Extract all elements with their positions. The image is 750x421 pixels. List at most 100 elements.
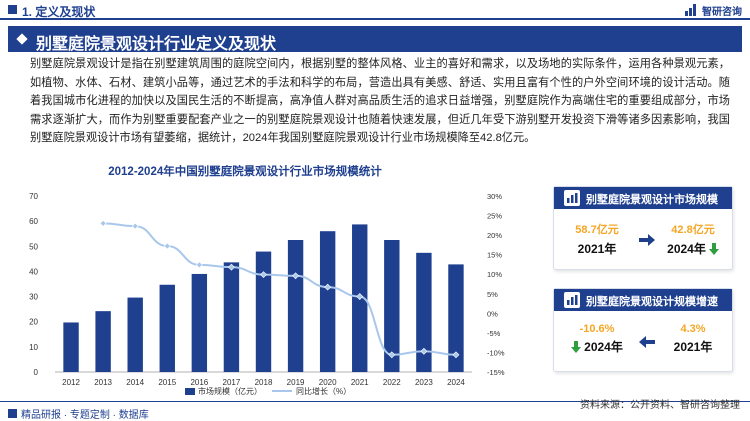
x-tick-label: 2014 [126,378,144,387]
x-tick-label: 2020 [319,378,337,387]
bar-2020 [319,231,336,372]
y-left-tick-label: 30 [29,293,38,302]
growth-point-2019 [292,272,300,280]
y-right-tick-label: -15% [487,368,505,377]
x-tick-label: 2017 [223,378,241,387]
card-title: 别墅庭院景观设计市场规模 [586,194,718,206]
bar-chart-icon [564,292,580,308]
card-left-value: 58.7亿元 [575,224,619,236]
intro-paragraph: 别墅庭院景观设计是指在别墅建筑周围的庭院空间内，根据别墅的整体风格、业主的喜好和… [30,58,730,145]
footer-left-text: 精品研报 · 专题定制 · 数据库 [21,410,149,421]
y-left-tick-label: 20 [29,318,38,327]
bar-2013 [95,311,111,372]
legend-bar-label: 市场规模（亿元） [198,386,262,396]
legend-bar-swatch [185,388,195,395]
growth-point-2014 [131,222,139,230]
top-divider [0,18,750,20]
logo-text: 智研咨询 [702,6,742,18]
chart-title: 2012-2024年中国别墅庭院景观设计行业市场规模统计 [108,164,382,178]
growth-point-2016 [195,261,203,269]
y-right-tick-label: 20% [487,231,502,240]
diamond-icon [16,33,28,45]
y-left-tick-label: 60 [29,217,38,226]
card-right-value: 4.3% [680,323,706,335]
chevron-right-icon [638,233,656,247]
card-right-year: 2024年 [667,242,706,256]
top-bar: 1. 定义及现状 智研咨询 [0,0,750,20]
market-size-chart: 2012-2024年中国别墅庭院景观设计行业市场规模统计 0 10 20 30 40 50 6… [29,164,505,396]
source-note: 资料来源：公开资料、智研咨询整理 [580,400,740,411]
card-left-year: 2021年 [577,242,617,256]
chevron-left-icon [638,335,656,349]
title-banner: 别墅庭院景观设计行业定义及现状 [8,26,742,53]
card-left-stat: 58.7亿元 2021年 [562,221,632,257]
footer-square-icon [8,409,17,418]
x-tick-label: 2013 [94,378,112,387]
y-right-tick-label: 10% [487,270,502,279]
growth-point-2021 [356,293,364,300]
arrow-down-icon [708,242,719,255]
legend-line-label: 同比增长（%） [296,386,351,396]
y-left-tick-label: 40 [29,267,38,276]
growth-point-2015 [163,242,171,250]
market-size-card: 别墅庭院景观设计市场规模 58.7亿元 2021年 42.8亿元 2024年 [553,186,733,270]
bar-2012 [63,322,79,372]
card-right-stat: 4.3% 2021年 [658,323,728,355]
y-left-tick-label: 0 [34,368,39,377]
growth-line [103,222,456,356]
bar-2015 [159,284,175,372]
footer-tagline: 精品研报 · 专题定制 · 数据库 [8,406,149,421]
y-right-tick-label: 5% [487,290,498,299]
bar-chart-icon [564,190,580,206]
growth-point-2024 [452,351,460,359]
card-right-year: 2021年 [673,340,713,354]
card-left-stat: -10.6% 2024年 [562,323,632,355]
growth-point-2022 [388,351,396,359]
bar-2023 [416,252,432,372]
growth-point-2020 [324,283,332,291]
brand-logo: 智研咨询 [685,3,742,18]
bar-2019 [287,240,304,372]
card-right-stat: 42.8亿元 2024年 [658,221,728,257]
x-tick-label: 2012 [62,378,80,387]
growth-point-2017 [227,263,235,271]
bar-2017 [223,262,240,372]
x-tick-label: 2023 [415,378,433,387]
x-tick-label: 2022 [383,378,401,387]
card-right-value: 42.8亿元 [671,224,715,236]
bar-2022 [384,240,400,372]
y-right-tick-label: 15% [487,251,502,260]
x-tick-label: 2018 [255,378,273,387]
x-tick-label: 2019 [287,378,305,387]
y-left-tick-label: 10 [29,343,38,352]
section-title: 1. 定义及现状 [22,5,96,19]
growth-point-2018 [260,271,267,279]
card-left-year: 2024年 [584,340,623,354]
bar-2024 [448,264,464,372]
y-right-tick-label: 25% [487,212,502,221]
x-tick-label: 2016 [190,378,208,387]
y-right-tick-label: 0% [487,309,498,318]
y-right-tick-label: -10% [487,348,505,357]
x-tick-label: 2015 [158,378,176,387]
bar-2018 [255,251,272,372]
card-left-value: -10.6% [579,323,615,335]
growth-point-2023 [420,347,428,355]
card-header: 别墅庭院景观设计规模增速 [554,289,732,311]
bar-2014 [127,297,143,372]
card-title: 别墅庭院景观设计规模增速 [586,296,718,308]
growth-point-2013 [99,219,107,227]
y-left-tick-label: 70 [29,192,38,201]
card-header: 别墅庭院景观设计市场规模 [554,187,732,209]
y-right-tick-label: -5% [487,329,501,338]
arrow-down-icon [571,340,582,353]
x-tick-label: 2021 [351,378,369,387]
x-tick-label: 2024 [447,378,465,387]
bar-2016 [191,273,208,372]
section-square-icon [8,5,17,14]
y-right-tick-label: 30% [487,192,502,201]
logo-bars-icon [685,4,699,16]
y-left-tick-label: 50 [29,242,38,251]
bottom-divider [0,401,750,402]
banner-title: 别墅庭院景观设计行业定义及现状 [36,36,277,53]
